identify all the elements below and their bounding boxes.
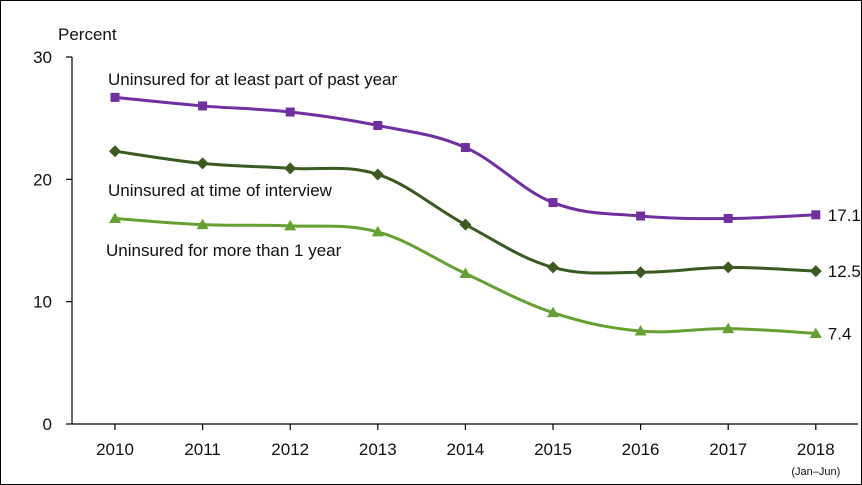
series-1-end-label: 17.1 (828, 206, 861, 225)
series-3-point-2014 (459, 267, 472, 279)
series-2-point-2010 (109, 145, 121, 158)
series-3-point-2013 (371, 225, 384, 237)
y-tick-label-10: 10 (33, 293, 52, 312)
series-2-point-2015 (547, 261, 559, 274)
series-1-point-2012 (285, 107, 295, 117)
y-ticks: 0 10 20 30 (33, 48, 72, 434)
series-1-point-2015 (548, 198, 558, 208)
series-3-name: Uninsured for more than 1 year (106, 241, 342, 260)
x-ticks: 2010 2011 2012 2013 2014 2015 2016 2017 2018 (Jan… (96, 424, 840, 478)
series-2-name: Uninsured at time of interview (108, 181, 333, 200)
series-1-line (114, 95, 816, 221)
series-2-point-2016 (634, 266, 647, 279)
x-tick-label-2017: 2017 (709, 440, 747, 459)
series-markers (109, 92, 822, 338)
series-3-point-2015 (547, 306, 559, 318)
x-tick-note: (Jan–Jun) (791, 466, 840, 478)
x-tick-label-2010: 2010 (96, 440, 134, 459)
series-3-end-label: 7.4 (828, 324, 852, 343)
series-1-point-2010 (110, 92, 120, 102)
series-labels: Uninsured for at least part of past year… (106, 70, 861, 343)
series-1-point-2013 (373, 121, 383, 131)
series-3-point-2012 (284, 219, 297, 231)
series-1-point-2016 (636, 211, 646, 221)
series-2-point-2018 (809, 265, 822, 278)
x-tick-label-2014: 2014 (446, 440, 484, 459)
series-1-name: Uninsured for at least part of past year (108, 70, 397, 89)
x-tick-label-2013: 2013 (359, 440, 397, 459)
y-axis-label: Percent (58, 25, 117, 44)
series-3-point-2010 (109, 212, 121, 223)
series-2-point-2014 (459, 218, 472, 231)
y-tick-label-20: 20 (33, 170, 52, 189)
y-tick-label-0: 0 (43, 415, 52, 434)
series-1-point-2017 (723, 213, 733, 223)
series-2-point-2011 (196, 157, 209, 170)
x-tick-label-2015: 2015 (534, 440, 572, 459)
series-3-point-2017 (722, 322, 735, 334)
series-3-point-2018 (809, 327, 822, 338)
y-tick-label-30: 30 (33, 48, 52, 67)
series-lines (114, 95, 816, 335)
series-3-point-2016 (634, 325, 647, 336)
series-1-point-2014 (460, 143, 470, 153)
series-3-point-2011 (196, 218, 209, 230)
x-tick-label-2012: 2012 (271, 440, 309, 459)
series-1-point-2018 (811, 210, 821, 220)
series-2-point-2012 (284, 162, 297, 175)
x-tick-label-2018: 2018 (797, 440, 835, 459)
x-tick-label-2016: 2016 (622, 440, 660, 459)
x-tick-label-2011: 2011 (184, 440, 221, 459)
series-2-end-label: 12.5 (828, 262, 861, 281)
series-2-point-2017 (722, 261, 735, 274)
series-1-point-2011 (198, 101, 208, 111)
series-2-point-2013 (371, 168, 384, 181)
